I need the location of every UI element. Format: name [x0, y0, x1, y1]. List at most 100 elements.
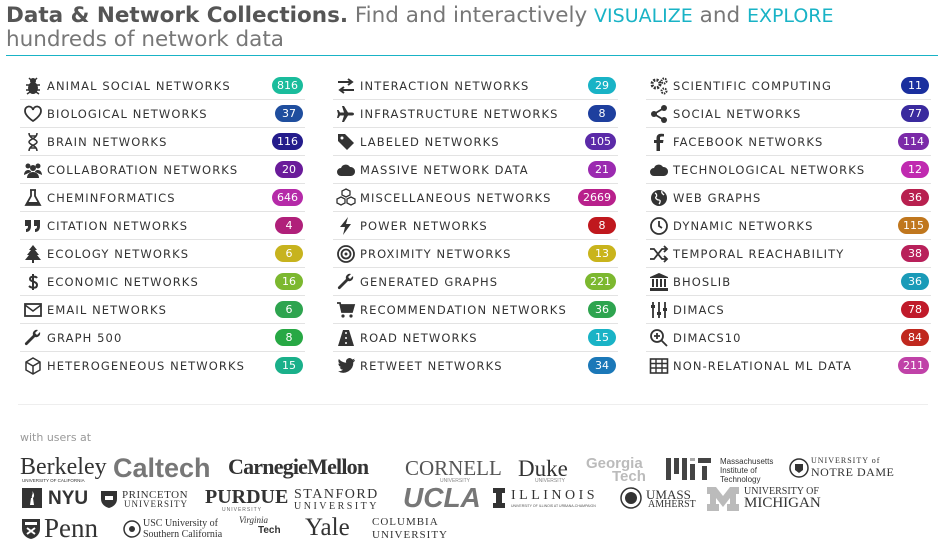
duke-subtitle: UNIVERSITY — [535, 478, 566, 484]
caltech-logo[interactable]: Caltech — [113, 453, 211, 483]
princeton-shield-icon — [99, 489, 119, 512]
ucla-logo[interactable]: UCLA — [403, 482, 481, 513]
collection-row[interactable]: DIMACS10 84 — [646, 324, 931, 352]
collection-row[interactable]: ECOLOGY NETWORKS 6 — [20, 240, 305, 268]
purdue-logo[interactable]: PURDUE — [205, 486, 289, 508]
explore-link[interactable]: EXPLORE — [746, 5, 834, 27]
visualize-link[interactable]: VISUALIZE — [594, 5, 693, 27]
count-badge: 36 — [901, 189, 929, 206]
header-text: hundreds of network data — [6, 27, 284, 52]
cart-icon — [333, 299, 359, 321]
collection-row[interactable]: NON-RELATIONAL ML DATA 211 — [646, 352, 931, 380]
princeton-logo-2: UNIVERSITY — [124, 499, 188, 509]
collection-row[interactable]: SOCIAL NETWORKS 77 — [646, 100, 931, 128]
count-badge: 15 — [275, 357, 303, 374]
count-badge: 78 — [901, 301, 929, 318]
collection-row[interactable]: COLLABORATION NETWORKS 20 — [20, 156, 305, 184]
cornell-logo[interactable]: CORNELL — [405, 456, 502, 480]
duke-logo[interactable]: Duke — [518, 456, 568, 481]
count-badge: 115 — [898, 217, 929, 234]
collection-row[interactable]: RECOMMENDATION NETWORKS 36 — [333, 296, 618, 324]
count-badge: 211 — [898, 357, 929, 374]
count-badge: 29 — [588, 77, 616, 94]
collection-row[interactable]: ANIMAL SOCIAL NETWORKS 816 — [20, 72, 305, 100]
collection-row[interactable]: TECHNOLOGICAL NETWORKS 12 — [646, 156, 931, 184]
collection-row[interactable]: MISCELLANEOUS NETWORKS 2669 — [333, 184, 618, 212]
collection-row[interactable]: FACEBOOK NETWORKS 114 — [646, 128, 931, 156]
page-title: Data & Network Collections. — [6, 3, 349, 28]
collection-row[interactable]: PROXIMITY NETWORKS 13 — [333, 240, 618, 268]
count-badge: 36 — [901, 273, 929, 290]
penn-logo[interactable]: Penn — [44, 513, 98, 543]
cloud-icon — [333, 159, 359, 181]
columbia-logo[interactable]: COLUMBIA — [372, 516, 439, 528]
usc-logo-2: Southern California — [143, 529, 223, 540]
berkeley-subtitle: UNIVERSITY OF CALIFORNIA — [22, 478, 85, 483]
collection-row[interactable]: POWER NETWORKS 8 — [333, 212, 618, 240]
collection-label: DIMACS10 — [673, 330, 742, 345]
collection-row[interactable]: GRAPH 500 8 — [20, 324, 305, 352]
collection-label: PROXIMITY NETWORKS — [360, 246, 512, 261]
collection-row[interactable]: EMAIL NETWORKS 6 — [20, 296, 305, 324]
facebook-icon — [646, 131, 672, 153]
count-badge: 20 — [275, 161, 303, 178]
collection-row[interactable]: RETWEET NETWORKS 34 — [333, 352, 618, 380]
collection-label: GENERATED GRAPHS — [360, 274, 499, 289]
collection-row[interactable]: DYNAMIC NETWORKS 115 — [646, 212, 931, 240]
princeton-logo[interactable]: PRINCETON — [122, 489, 189, 501]
nyu-logo[interactable]: NYU — [48, 488, 89, 509]
cmu-logo[interactable]: CarnegieMellon — [228, 454, 369, 479]
collection-row[interactable]: INTERACTION NETWORKS 29 — [333, 72, 618, 100]
collection-row[interactable]: BHOSLIB 36 — [646, 268, 931, 296]
collection-label: RECOMMENDATION NETWORKS — [360, 302, 567, 317]
twitter-icon — [333, 355, 359, 377]
collection-row[interactable]: HETEROGENEOUS NETWORKS 15 — [20, 352, 305, 380]
collection-label: NON-RELATIONAL ML DATA — [673, 359, 853, 373]
stanford-logo[interactable]: STANFORD — [294, 487, 379, 502]
collection-row[interactable]: ECONOMIC NETWORKS 16 — [20, 268, 305, 296]
cloud-icon — [646, 159, 672, 181]
umass-logo[interactable]: UMASS — [646, 487, 691, 502]
collection-row[interactable]: CHEMINFORMATICS 646 — [20, 184, 305, 212]
illinois-logo[interactable]: ILLINOIS — [511, 488, 599, 503]
collection-row[interactable]: INFRASTRUCTURE NETWORKS 8 — [333, 100, 618, 128]
count-badge: 221 — [585, 273, 616, 290]
usc-logo[interactable]: USC University of — [143, 518, 218, 529]
users-icon — [20, 159, 46, 181]
notre-dame-logo[interactable]: UNIVERSITY of — [811, 456, 881, 465]
collection-row[interactable]: BRAIN NETWORKS 116 — [20, 128, 305, 156]
cornell-subtitle: UNIVERSITY — [440, 478, 471, 484]
collection-row[interactable]: MASSIVE NETWORK DATA 21 — [333, 156, 618, 184]
collection-label: DYNAMIC NETWORKS — [673, 218, 814, 233]
collection-row[interactable]: BIOLOGICAL NETWORKS 37 — [20, 100, 305, 128]
collection-row[interactable]: WEB GRAPHS 36 — [646, 184, 931, 212]
count-badge: 8 — [588, 217, 616, 234]
mit-logo-icon[interactable] — [666, 458, 711, 483]
count-badge: 8 — [588, 105, 616, 122]
collection-label: FACEBOOK NETWORKS — [673, 134, 824, 149]
collection-row[interactable]: ROAD NETWORKS 15 — [333, 324, 618, 352]
wrench-icon — [20, 327, 46, 349]
illinois-subtitle: UNIVERSITY OF ILLINOIS AT URBANA-CHAMPAI… — [511, 504, 596, 508]
berkeley-logo[interactable]: Berkeley — [20, 454, 107, 480]
virginia-tech-logo[interactable]: Virginia — [239, 515, 268, 525]
collection-row[interactable]: SCIENTIFIC COMPUTING 11 — [646, 72, 931, 100]
heart-icon — [20, 103, 46, 125]
umich-logo[interactable]: UNIVERSITY OF — [744, 486, 819, 497]
collection-row[interactable]: TEMPORAL REACHABILITY 38 — [646, 240, 931, 268]
collection-row[interactable]: GENERATED GRAPHS 221 — [333, 268, 618, 296]
notre-dame-seal-icon — [789, 458, 809, 481]
yale-logo[interactable]: Yale — [305, 514, 350, 541]
collection-label: TECHNOLOGICAL NETWORKS — [673, 162, 866, 177]
quote-icon — [20, 215, 46, 237]
collection-row[interactable]: CITATION NETWORKS 4 — [20, 212, 305, 240]
count-badge: 38 — [901, 245, 929, 262]
count-badge: 6 — [275, 245, 303, 262]
collection-row[interactable]: LABELED NETWORKS 105 — [333, 128, 618, 156]
collection-row[interactable]: DIMACS 78 — [646, 296, 931, 324]
header-text: and — [692, 3, 747, 28]
count-badge: 37 — [275, 105, 303, 122]
cube-icon — [20, 355, 46, 377]
gatech-logo[interactable]: Georgia — [586, 455, 643, 472]
table-icon — [646, 355, 672, 377]
